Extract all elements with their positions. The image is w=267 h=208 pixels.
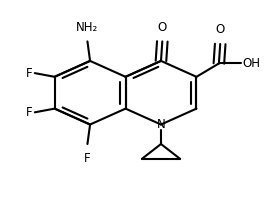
Text: F: F <box>84 152 91 165</box>
Text: F: F <box>26 106 33 119</box>
Text: F: F <box>26 67 33 80</box>
Text: N: N <box>157 118 165 131</box>
Text: NH₂: NH₂ <box>76 21 99 34</box>
Text: OH: OH <box>243 57 261 70</box>
Text: O: O <box>158 21 167 34</box>
Text: O: O <box>215 23 225 36</box>
